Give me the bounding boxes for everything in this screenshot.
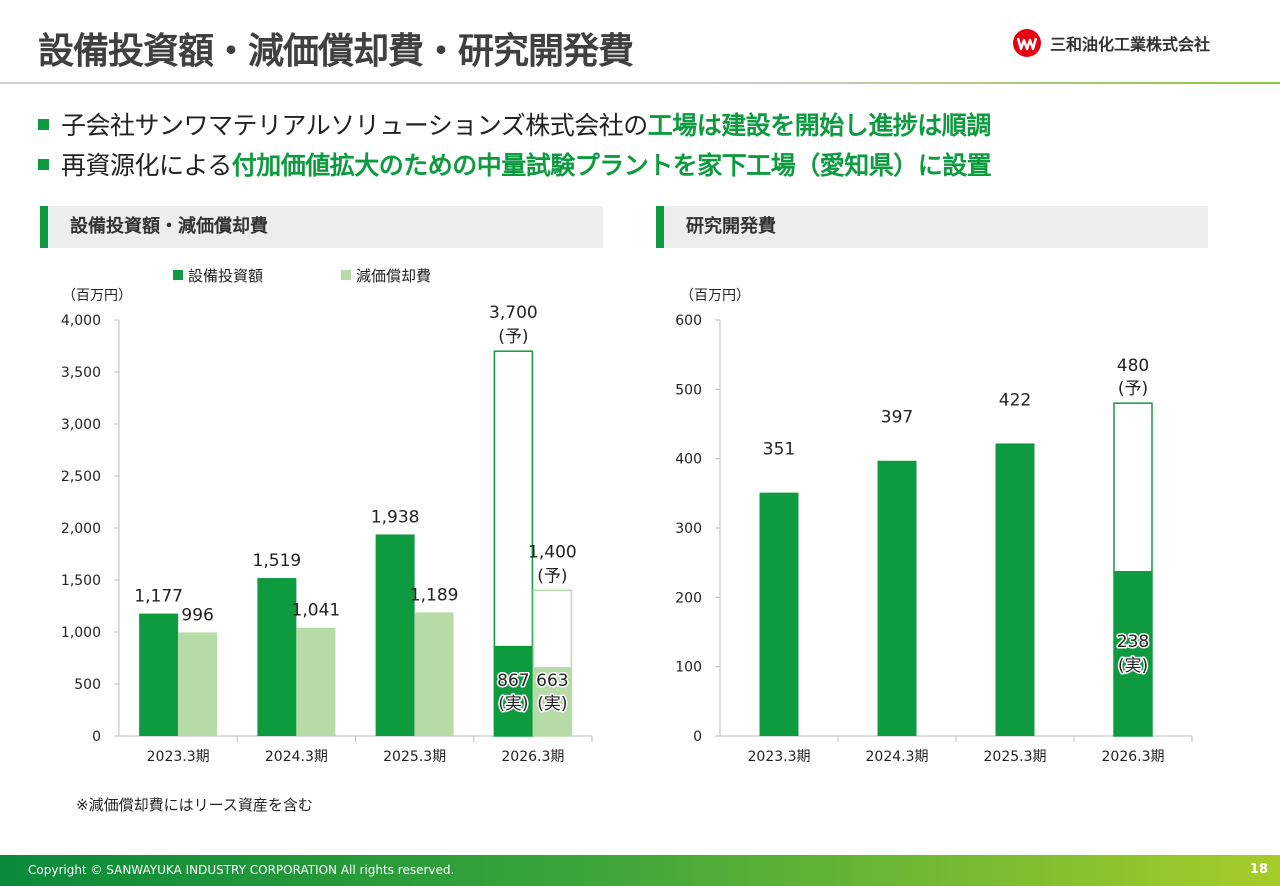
- capex-y-tick-label: 1,000: [61, 625, 101, 641]
- bar-value-label: 996: [181, 605, 213, 625]
- bar-capex-3: [493, 645, 533, 736]
- bullet-1-text: 子会社サンワマテリアルソリューションズ株式会社の: [61, 111, 648, 140]
- forecast-mark-label: (予): [537, 566, 567, 586]
- actual-mark-label: (実): [537, 694, 567, 714]
- bullet-2: 再資源化による 付加価値拡大のための中量試験プラントを家下工場（愛知県）に設置: [38, 146, 992, 182]
- capex-y-tick-label: 3,000: [61, 417, 101, 433]
- bar-capex-2: [375, 534, 415, 736]
- copyright-text: Copyright © SANWAYUKA INDUSTRY CORPORATI…: [28, 863, 455, 877]
- bullet-1: 子会社サンワマテリアルソリューションズ株式会社の 工場は建設を開始し進捗は順調: [38, 106, 991, 142]
- page-number: 18: [1249, 862, 1268, 877]
- bar-value-label: 397: [881, 408, 913, 428]
- forecast-value-label: 1,400: [528, 542, 577, 562]
- capex-y-axis-label: （百万円）: [62, 288, 132, 304]
- bullet-1-highlight: 工場は建設を開始し進捗は順調: [647, 111, 992, 140]
- bar-rnd-3: [1113, 570, 1153, 736]
- rnd-y-axis-label: （百万円）: [680, 288, 750, 304]
- legend-capex-swatch: [173, 270, 183, 280]
- actual-mark-label: (実): [498, 694, 528, 714]
- bar-rnd-0: [759, 492, 799, 736]
- legend-capex-label: 設備投資額: [188, 267, 263, 285]
- rnd-y-tick-label: 100: [675, 660, 702, 676]
- bar-depreciation-3: [532, 667, 572, 736]
- bar-rnd-2: [995, 443, 1035, 736]
- section-header-capex: 設備投資額・減価償却費: [40, 206, 603, 248]
- bar-depreciation-1: [296, 627, 336, 736]
- forecast-mark-label: (予): [498, 327, 528, 347]
- bar-forecast-rnd: [1113, 402, 1153, 737]
- bar-forecast-depreciation: [532, 589, 573, 737]
- capex-y-tick-label: 0: [92, 729, 101, 745]
- capex-y-tick-label: 4,000: [61, 313, 101, 329]
- capex-y-tick-label: 3,500: [61, 365, 101, 381]
- forecast-value-label: 3,700: [489, 303, 538, 323]
- bar-value-label: 422: [999, 390, 1031, 410]
- bar-value-label: 1,938: [371, 507, 420, 527]
- bar-capex-1: [257, 578, 297, 736]
- actual-value-label: 867: [497, 671, 529, 691]
- bullet-2-highlight: 付加価値拡大のための中量試験プラントを家下工場（愛知県）に設置: [231, 151, 992, 180]
- rnd-y-tick-label: 500: [675, 382, 702, 398]
- legend-depreciation-swatch: [341, 270, 351, 280]
- rnd-x-tick-label: 2023.3期: [748, 749, 811, 765]
- company-logo-icon: [1013, 29, 1041, 57]
- title-divider: [0, 82, 1280, 84]
- actual-value-label: 238: [1117, 632, 1149, 652]
- bar-value-label: 1,041: [292, 601, 341, 621]
- bar-value-label: 1,177: [134, 587, 183, 607]
- rnd-x-tick-label: 2024.3期: [866, 749, 929, 765]
- bar-depreciation-0: [178, 632, 218, 736]
- bullet-square-icon: [38, 118, 49, 130]
- company-logo: 三和油化工業株式会社: [1012, 28, 1210, 58]
- capex-y-tick-label: 2,500: [61, 469, 101, 485]
- capex-x-tick-label: 2026.3期: [501, 749, 564, 765]
- footnote: ※減価償却費にはリース資産を含む: [76, 796, 313, 814]
- capex-x-tick-label: 2025.3期: [383, 749, 446, 765]
- bar-forecast-capex: [493, 350, 534, 737]
- capex-y-tick-label: 2,000: [61, 521, 101, 537]
- section-header-rnd: 研究開発費: [656, 206, 1208, 248]
- bullet-square-icon: [38, 158, 49, 170]
- footer-bar: Copyright © SANWAYUKA INDUSTRY CORPORATI…: [0, 855, 1280, 886]
- rnd-y-tick-label: 400: [675, 452, 702, 468]
- page-title: 設備投資額・減価償却費・研究開発費: [38, 31, 634, 72]
- company-name: 三和油化工業株式会社: [1050, 35, 1211, 54]
- bullet-2-text: 再資源化による: [61, 151, 232, 180]
- capex-x-tick-label: 2024.3期: [265, 749, 328, 765]
- actual-value-label: 663: [536, 671, 568, 691]
- bar-depreciation-2: [414, 612, 454, 736]
- actual-mark-label: (実): [1118, 656, 1148, 676]
- bar-rnd-1: [877, 460, 917, 736]
- rnd-y-tick-label: 600: [675, 313, 702, 329]
- legend-depreciation-label: 減価償却費: [356, 267, 431, 285]
- bar-value-label: 1,519: [253, 551, 302, 571]
- bar-value-label: 1,189: [410, 585, 459, 605]
- capex-y-tick-label: 500: [74, 677, 101, 693]
- bar-capex-0: [139, 613, 179, 736]
- forecast-mark-label: (予): [1118, 379, 1148, 399]
- bar-value-label: 351: [763, 440, 795, 460]
- capex-y-tick-label: 1,500: [61, 573, 101, 589]
- rnd-y-tick-label: 300: [675, 521, 702, 537]
- forecast-value-label: 480: [1117, 356, 1149, 376]
- rnd-x-tick-label: 2026.3期: [1102, 749, 1165, 765]
- rnd-x-tick-label: 2025.3期: [984, 749, 1047, 765]
- rnd-y-tick-label: 200: [675, 590, 702, 606]
- capex-x-tick-label: 2023.3期: [147, 749, 210, 765]
- rnd-y-tick-label: 0: [693, 729, 702, 745]
